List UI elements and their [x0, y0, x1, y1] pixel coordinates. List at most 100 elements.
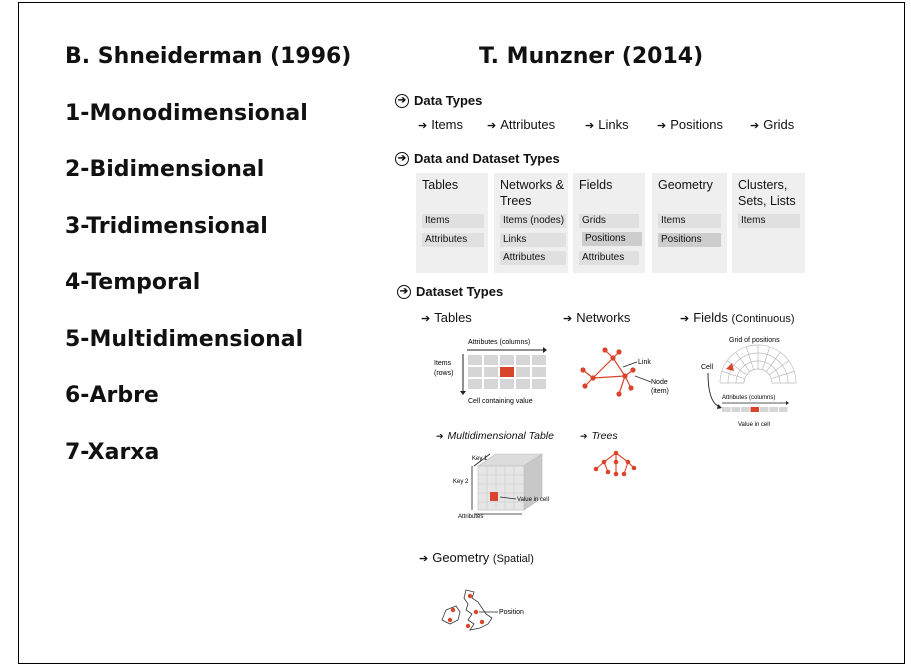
label-text: Fields [693, 310, 728, 325]
arrow-icon: ➔ [436, 431, 444, 441]
rows-label: (rows) [434, 370, 453, 377]
fields-illustration: Grid of positions Cell Attributes (colum… [701, 337, 797, 428]
qualifier-text: (Continuous) [731, 313, 795, 325]
attributes-label: Attributes (columns) [722, 395, 775, 401]
value-label: Value in cell [738, 422, 770, 428]
attribute-cell [769, 407, 778, 412]
table-cell [532, 379, 546, 389]
data-dataset-types-heading: ➔ Data and Dataset Types [395, 151, 560, 166]
list-item: 3-Tridimensional [65, 214, 268, 239]
arrow-icon: ➔ [750, 120, 760, 132]
label-text: Trees [591, 430, 618, 442]
list-item: 7-Xarxa [65, 440, 160, 465]
table-cell [516, 367, 530, 377]
chip: Positions [582, 232, 642, 246]
chip: Positions [658, 233, 721, 247]
field-grid [719, 344, 797, 384]
chip: Items [422, 214, 484, 228]
multidim-label: ➔ Multidimensional Table [436, 430, 554, 442]
data-type-label: Links [598, 117, 629, 132]
data-type-item: ➔ Attributes [487, 117, 555, 132]
tables-label: ➔ Tables [421, 310, 472, 325]
column-title: Tables [422, 178, 459, 192]
great-britain-shape [463, 589, 493, 631]
heading-label: Data and Dataset Types [414, 151, 560, 166]
value-label: Value in cell [517, 497, 549, 503]
arrow-head [460, 391, 466, 395]
label-text: Tables [434, 310, 472, 325]
grid-spoke [735, 352, 751, 372]
arrow-icon: ➔ [487, 120, 497, 132]
munzner-title: T. Munzner (2014) [479, 44, 704, 69]
table-cell [468, 355, 482, 365]
geometry-label: ➔ Geometry (Spatial) [419, 550, 534, 565]
cell-label: Cell containing value [468, 398, 533, 405]
ireland-shape [441, 605, 461, 625]
column-clusters: Clusters, Sets, Lists Items [732, 173, 805, 273]
tree-illustration [593, 450, 637, 477]
cell-label: Cell [701, 364, 714, 371]
cube-illustration: Value in cell Key 1 Key 2 Attributes [453, 453, 549, 520]
table-cell [500, 379, 514, 389]
network-nodes [580, 347, 636, 397]
attributes-label: Attributes (columns) [468, 339, 530, 346]
arrow-icon: ➔ [563, 313, 573, 325]
grid-spoke [771, 370, 795, 380]
label-text: Networks [576, 310, 631, 325]
column-tables: Tables Items Attributes [416, 173, 488, 273]
table-cell [500, 367, 514, 377]
chip: Attributes [422, 233, 484, 247]
list-item: 4-Temporal [65, 270, 201, 295]
arrow-icon: ➔ [680, 313, 690, 325]
arrow-icon: ➔ [580, 431, 588, 441]
key2-label: Key 2 [453, 479, 469, 485]
heading-label: Data Types [414, 93, 483, 108]
grid-arc [743, 368, 773, 384]
grid-label: Grid of positions [729, 337, 780, 344]
attribute-bar [722, 407, 788, 412]
arrow-icon: ➔ [657, 120, 667, 132]
table-cell [468, 379, 482, 389]
arrow-circle-icon: ➔ [397, 284, 411, 299]
table-cell [516, 379, 530, 389]
attribute-cell [722, 407, 731, 412]
arrow-icon: ➔ [418, 120, 428, 132]
arrow-circle-icon: ➔ [395, 151, 409, 166]
column-geometry: Geometry Items Positions [652, 173, 727, 273]
arrow-head [543, 347, 547, 353]
heading-label: Dataset Types [416, 284, 504, 299]
attribute-cell [741, 407, 750, 412]
qualifier-text: (Spatial) [492, 553, 534, 565]
map-illustration: Position [441, 589, 524, 631]
chip: Attributes [500, 251, 566, 265]
chip: Grids [579, 214, 639, 228]
chip: Items [658, 214, 721, 228]
table-illustration: Attributes (columns) Items (rows) Cell c… [434, 339, 547, 405]
data-types-heading: ➔ Data Types [395, 93, 482, 108]
data-type-item: ➔ Grids [750, 117, 794, 132]
list-item: 2-Bidimensional [65, 157, 265, 182]
networks-label: ➔ Networks [563, 310, 630, 325]
table-cell [484, 355, 498, 365]
arrow-icon: ➔ [585, 120, 595, 132]
table-cell [468, 367, 482, 377]
attribute-cell [750, 407, 759, 412]
table-cell [484, 367, 498, 377]
list-item: 5-Multidimensional [65, 327, 304, 352]
grid-spoke [727, 360, 747, 376]
list-item: 6-Arbre [65, 383, 159, 408]
attribute-cell [760, 407, 769, 412]
data-type-item: ➔ Positions [657, 117, 723, 132]
chip: Items (nodes) [500, 214, 566, 228]
position-label: Position [499, 609, 524, 616]
column-title: Networks & Trees [500, 178, 564, 208]
table-cell [532, 367, 546, 377]
grid-spoke [769, 360, 789, 376]
dataset-types-heading: ➔ Dataset Types [397, 284, 503, 299]
table-cell [484, 379, 498, 389]
attribute-cell [731, 407, 740, 412]
items-label: Items [434, 360, 452, 367]
fields-label: ➔ Fields (Continuous) [680, 310, 795, 325]
chip: Links [500, 233, 566, 247]
column-title: Geometry [658, 178, 713, 192]
